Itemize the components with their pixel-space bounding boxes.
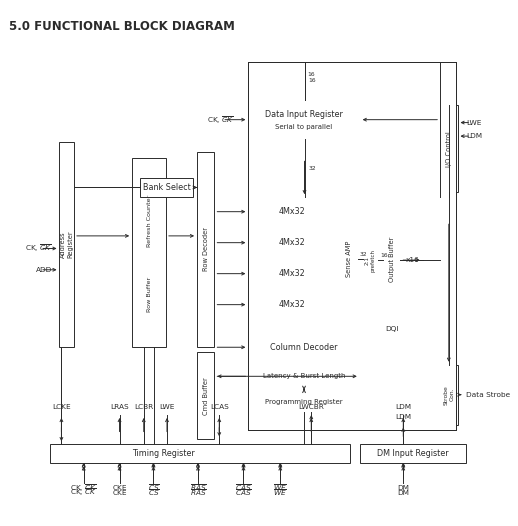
Text: DM: DM [397, 490, 409, 495]
Bar [440, 105, 457, 193]
Text: LDM: LDM [395, 414, 411, 420]
Text: CKE: CKE [112, 490, 127, 495]
Text: DQI: DQI [385, 326, 398, 332]
Text: $\overline{RAS}$: $\overline{RAS}$ [190, 488, 206, 498]
Text: Programming Register: Programming Register [265, 399, 343, 406]
Text: Data Input Register: Data Input Register [265, 110, 343, 119]
Bar [248, 62, 456, 430]
Text: LDM: LDM [466, 133, 482, 139]
Text: 16: 16 [380, 253, 387, 258]
Text: Row Decoder: Row Decoder [203, 227, 209, 271]
Text: CK, $\overline{CK}$: CK, $\overline{CK}$ [70, 482, 97, 493]
Text: LWE: LWE [160, 404, 175, 410]
Text: Timing Register: Timing Register [133, 449, 195, 458]
Bar [248, 197, 336, 226]
Text: 4Mx32: 4Mx32 [279, 300, 305, 309]
Text: Refresh Counter: Refresh Counter [147, 195, 152, 247]
Text: $\overline{CAS}$: $\overline{CAS}$ [235, 488, 252, 498]
Text: 16: 16 [308, 78, 316, 84]
Bar [197, 151, 214, 347]
Text: Latency & Burst Length: Latency & Burst Length [263, 373, 346, 379]
Text: $\overline{CS}$: $\overline{CS}$ [148, 488, 160, 498]
Text: ADD: ADD [36, 267, 52, 273]
Text: 32: 32 [359, 252, 367, 257]
Text: $\overline{CAS}$: $\overline{CAS}$ [235, 483, 252, 493]
Text: Strobe
Con.: Strobe Con. [443, 385, 454, 404]
Text: LDM: LDM [395, 404, 411, 410]
Bar [248, 228, 336, 257]
Text: CKE: CKE [112, 484, 127, 491]
Text: Row Buffer: Row Buffer [147, 277, 152, 312]
Text: CK, $\overline{CK}$: CK, $\overline{CK}$ [70, 487, 97, 499]
Text: 4Mx32: 4Mx32 [279, 238, 305, 247]
Text: $\overline{RAS}$: $\overline{RAS}$ [190, 483, 206, 493]
Bar [60, 142, 74, 347]
Text: 16: 16 [307, 72, 315, 77]
Text: Column Decoder: Column Decoder [270, 343, 338, 352]
Text: Output Buffer: Output Buffer [388, 237, 395, 282]
Text: LCKE: LCKE [52, 404, 71, 410]
Bar [383, 197, 400, 321]
Text: I/O Control: I/O Control [446, 131, 452, 167]
Text: $\overline{WE}$: $\overline{WE}$ [274, 488, 287, 498]
Text: Bank Select: Bank Select [142, 183, 191, 192]
Bar [140, 178, 193, 197]
Text: Address
Register: Address Register [60, 231, 73, 258]
Text: DM: DM [397, 484, 409, 491]
Text: $\overline{CS}$: $\overline{CS}$ [148, 483, 160, 493]
Bar [248, 367, 359, 386]
Text: $\overline{WE}$: $\overline{WE}$ [274, 483, 287, 493]
Bar [363, 211, 378, 309]
Text: LWE: LWE [466, 119, 482, 126]
Text: 4Mx32: 4Mx32 [279, 207, 305, 216]
Bar [132, 158, 166, 347]
Text: Data Strobe: Data Strobe [466, 392, 510, 398]
Bar [359, 444, 466, 463]
Text: CK, $\overline{CK}$: CK, $\overline{CK}$ [24, 242, 52, 255]
Bar [248, 259, 336, 288]
Bar [340, 197, 358, 321]
Bar [248, 62, 456, 430]
Text: LCAS: LCAS [210, 404, 228, 410]
Text: 32: 32 [308, 166, 316, 170]
Bar [248, 393, 359, 412]
Bar [197, 352, 214, 439]
Bar [248, 290, 336, 319]
Text: Serial to parallel: Serial to parallel [276, 124, 333, 129]
Bar [440, 365, 457, 424]
Text: 4Mx32: 4Mx32 [279, 269, 305, 278]
Text: DM Input Register: DM Input Register [377, 449, 449, 458]
Text: LRAS: LRAS [110, 404, 129, 410]
Text: CK, $\overline{CK}$: CK, $\overline{CK}$ [207, 114, 234, 126]
Text: Sense AMP: Sense AMP [346, 241, 352, 277]
Text: x16: x16 [406, 257, 420, 263]
Text: 2:1
prefetch: 2:1 prefetch [365, 249, 376, 271]
Bar [248, 100, 359, 139]
Text: LWCBR: LWCBR [298, 404, 324, 410]
Bar [50, 444, 350, 463]
Text: LCBR: LCBR [134, 404, 153, 410]
Text: 5.0 FUNCTIONAL BLOCK DIAGRAM: 5.0 FUNCTIONAL BLOCK DIAGRAM [9, 20, 235, 33]
Text: Cmd Buffer: Cmd Buffer [203, 377, 209, 414]
Bar [248, 338, 359, 357]
